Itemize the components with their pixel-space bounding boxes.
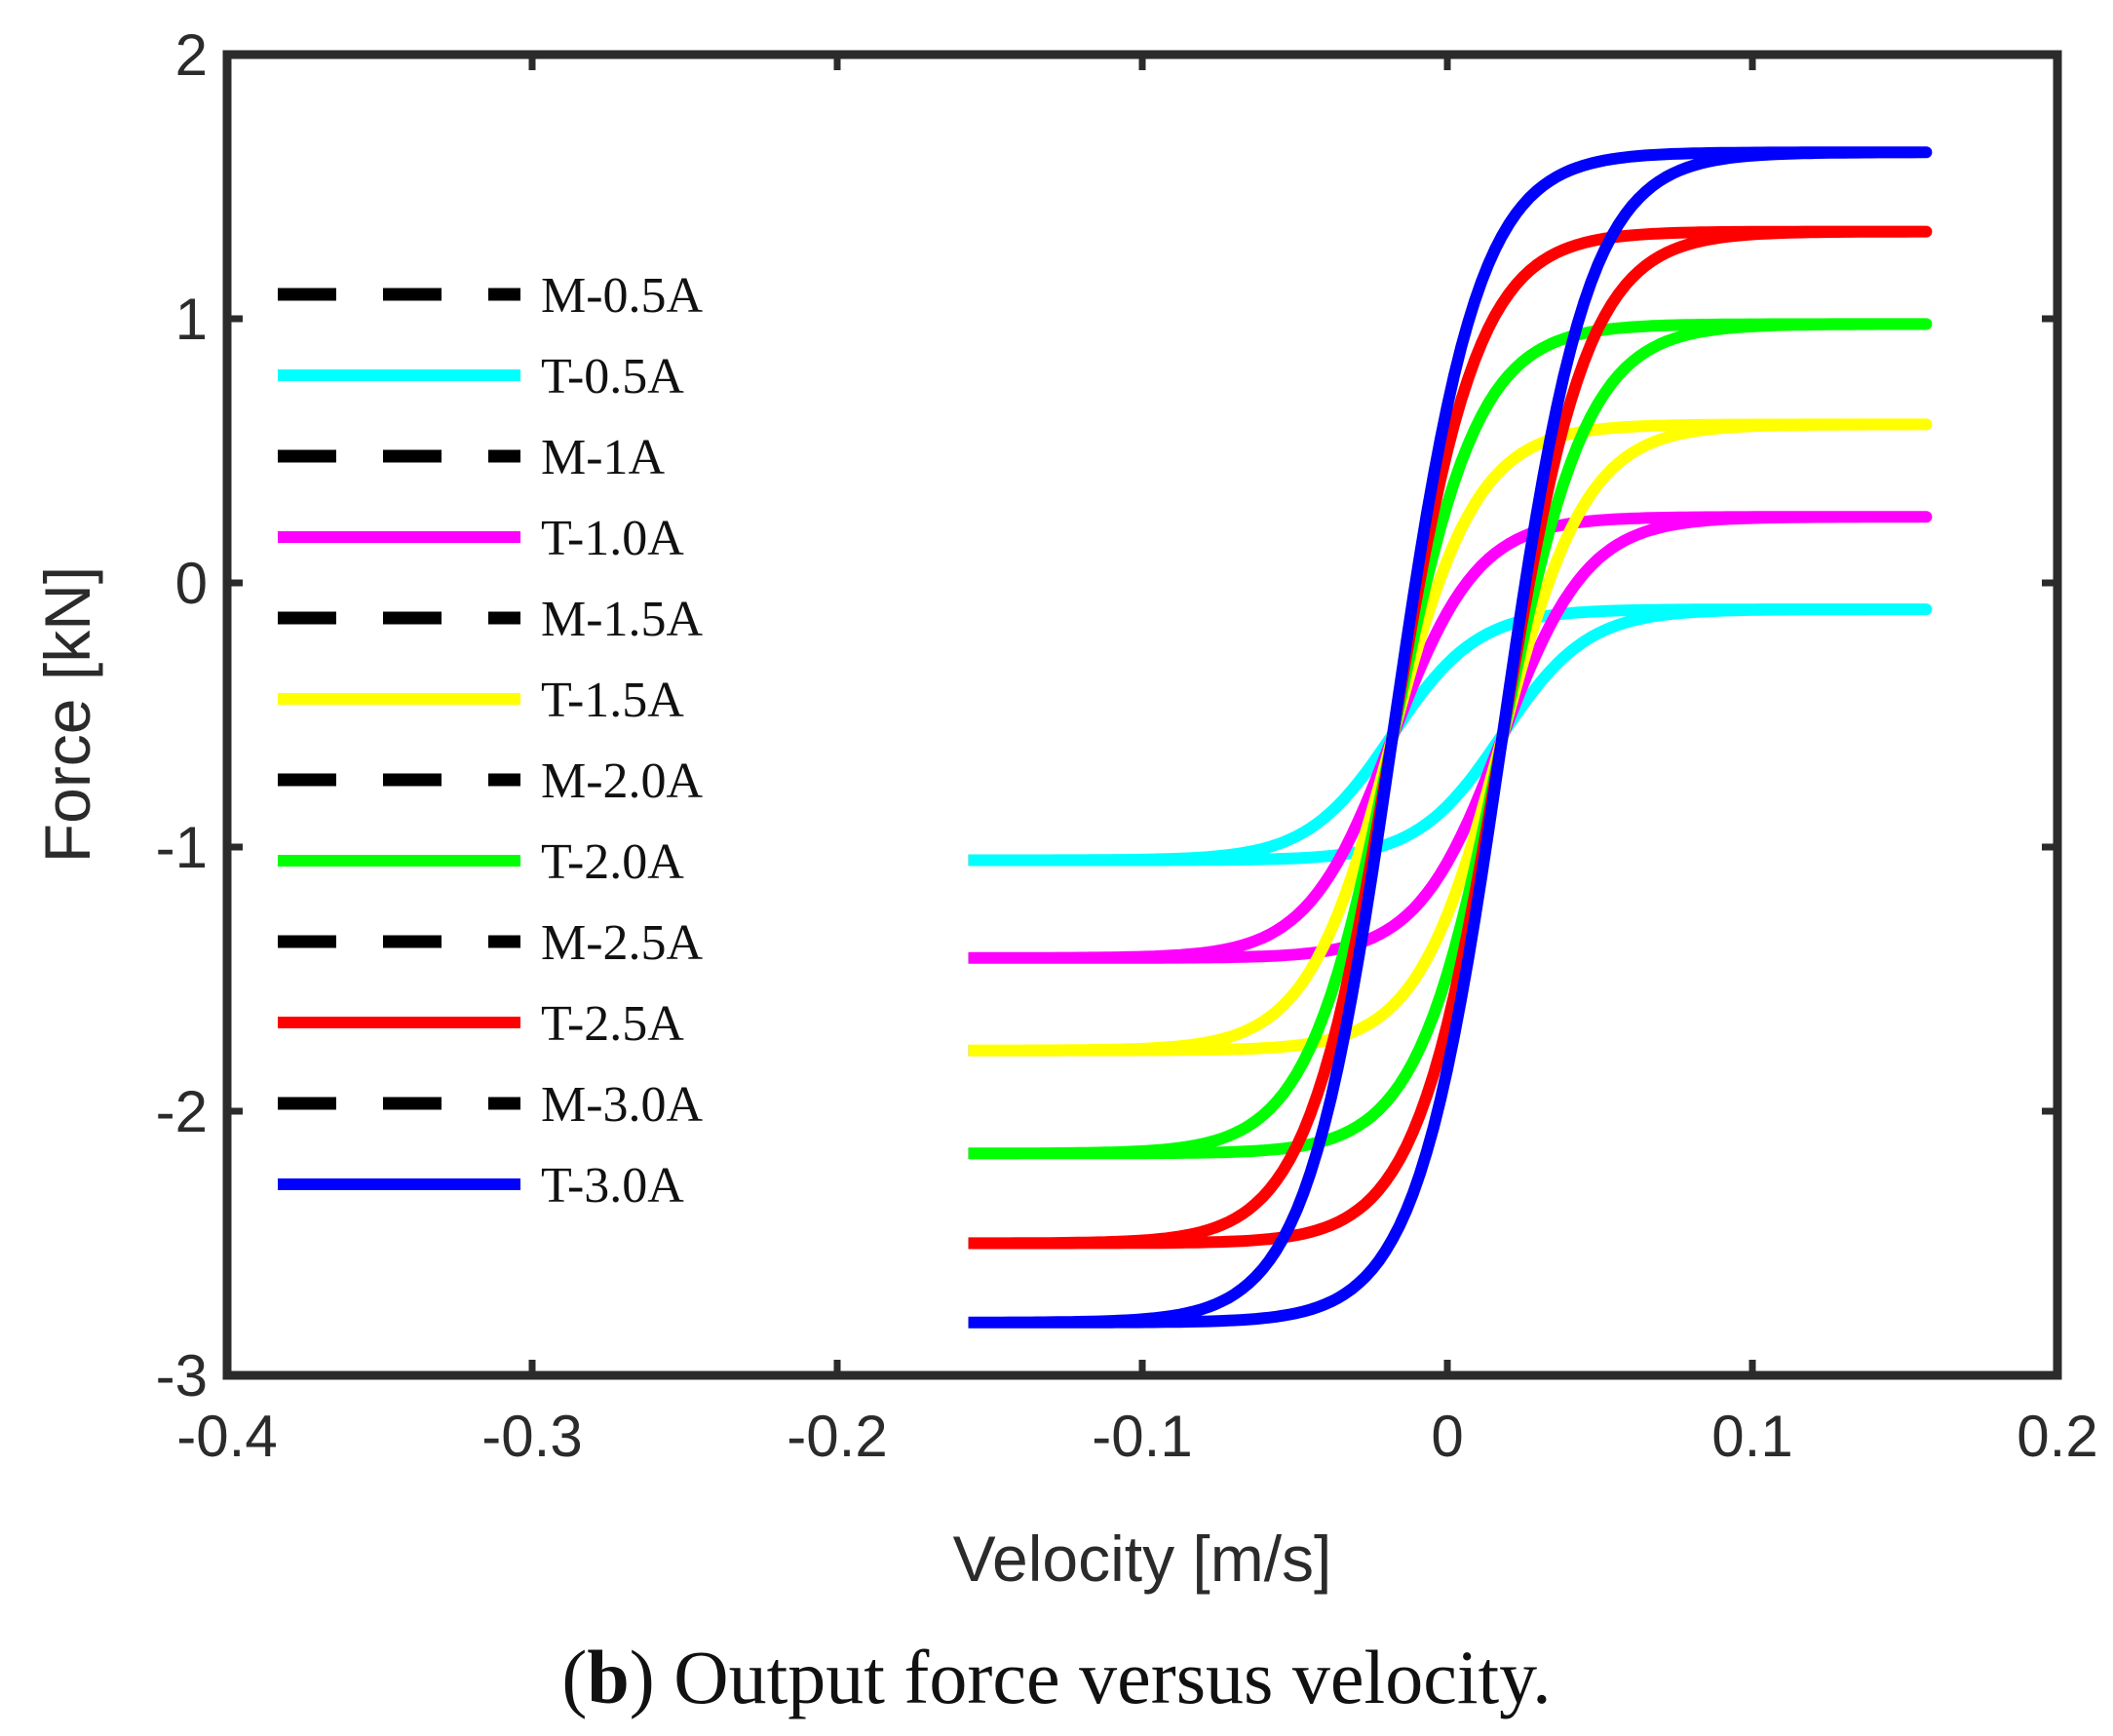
y-tick-label: 0 <box>175 551 208 616</box>
y-tick-label: -2 <box>156 1079 208 1144</box>
x-tick-label: 0.1 <box>1711 1404 1792 1469</box>
y-tick-label: 1 <box>175 287 208 352</box>
x-axis-title: Velocity [m/s] <box>953 1523 1332 1595</box>
x-tick-label: -0.3 <box>481 1404 582 1469</box>
series-layer <box>968 146 1933 1329</box>
x-tick-label: 0.2 <box>2017 1404 2097 1469</box>
x-tick-label: -0.2 <box>787 1404 887 1469</box>
legend-label: T-2.5A <box>541 996 684 1052</box>
legend-label: T-3.0A <box>541 1158 684 1214</box>
legend: M-0.5A T-0.5A M-1A T-1.0A M-1.5A T-1.5A M-2.0A… <box>278 268 704 1214</box>
legend-label: M-3.0A <box>541 1077 704 1133</box>
series-line-t-0-5a <box>968 603 1933 867</box>
figure-caption: (b) Output force versus velocity. <box>561 1635 1551 1719</box>
y-tick-label: 2 <box>175 22 208 88</box>
legend-label: M-0.5A <box>541 268 704 324</box>
series-line-t-2-0a <box>968 318 1933 1160</box>
legend-label: M-1A <box>541 430 666 485</box>
x-tick-label: -0.4 <box>176 1404 277 1469</box>
x-tick-label: 0 <box>1431 1404 1463 1469</box>
legend-label: T-0.5A <box>541 349 684 405</box>
series-line-t-1-0a <box>968 511 1933 964</box>
series-line-t-1-5a <box>968 418 1933 1057</box>
caption-text: Output force versus velocity. <box>655 1635 1552 1719</box>
y-tick-label: -1 <box>156 815 208 880</box>
x-tick-label: -0.1 <box>1092 1404 1192 1469</box>
series-line-t-3-0a <box>968 146 1933 1329</box>
caption-panel-letter: b <box>587 1635 629 1719</box>
ticks-layer: -0.4 -0.3 -0.2 -0.1 0 0.1 0.2 -3 -2 -1 0 1 2 <box>156 22 2098 1469</box>
caption-open-paren: ( <box>561 1635 587 1719</box>
y-tick-label: -3 <box>156 1343 208 1408</box>
legend-label: T-2.0A <box>541 834 684 890</box>
legend-label: M-2.0A <box>541 753 704 809</box>
legend-label: T-1.5A <box>541 673 684 728</box>
caption-close-paren: ) <box>630 1635 655 1719</box>
y-axis-title: Force [kN] <box>31 566 103 863</box>
legend-label: T-1.0A <box>541 511 684 566</box>
legend-label: M-1.5A <box>541 592 704 647</box>
legend-label: M-2.5A <box>541 915 704 971</box>
